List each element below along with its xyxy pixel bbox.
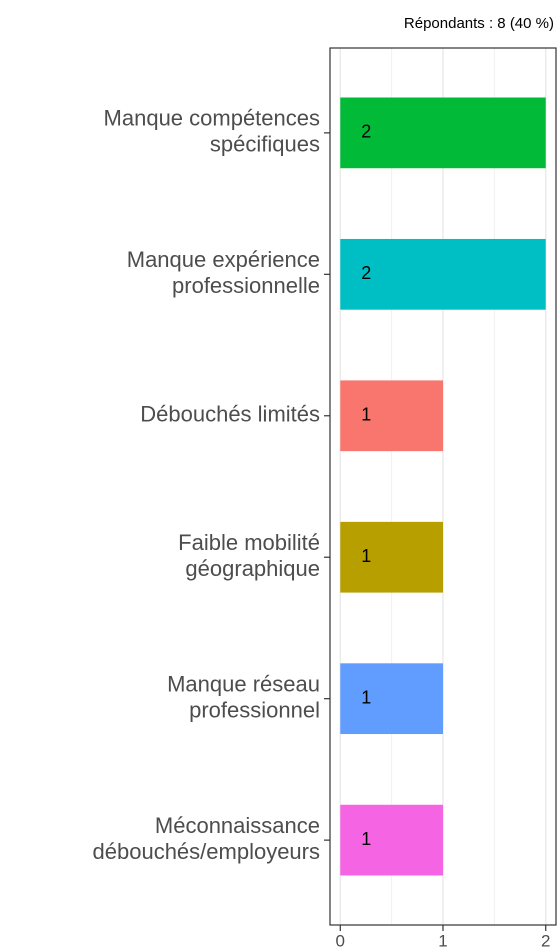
bar — [340, 663, 443, 735]
y-tick-label: professionnel — [189, 697, 320, 722]
y-tick-label: Débouchés limités — [140, 402, 320, 427]
bar — [340, 804, 443, 876]
y-tick-label: Manque réseau — [167, 671, 320, 696]
value-label: 1 — [361, 405, 371, 425]
chart-subtitle: Répondants : 8 (40 %) — [404, 15, 554, 32]
value-label: 2 — [361, 263, 371, 283]
value-label: 2 — [361, 122, 371, 142]
bar — [340, 238, 546, 310]
y-tick-label: spécifiques — [210, 132, 320, 157]
x-tick-label: 1 — [438, 931, 447, 948]
bar — [340, 521, 443, 593]
bar — [340, 97, 546, 169]
bar — [340, 380, 443, 452]
value-label: 1 — [361, 546, 371, 566]
y-tick-label: professionnelle — [172, 273, 320, 298]
x-tick-label: 2 — [541, 931, 550, 948]
x-tick-label: 0 — [336, 931, 345, 948]
y-tick-label: débouchés/employeurs — [93, 839, 320, 864]
value-label: 1 — [361, 829, 371, 849]
value-label: 1 — [361, 687, 371, 707]
y-tick-label: Méconnaissance — [155, 813, 320, 838]
panel-border — [329, 47, 557, 926]
y-tick-label: Manque expérience — [127, 247, 320, 272]
y-tick-label: géographique — [185, 556, 320, 581]
y-tick-label: Manque compétences — [104, 106, 320, 131]
y-tick-label: Faible mobilité — [178, 530, 320, 555]
